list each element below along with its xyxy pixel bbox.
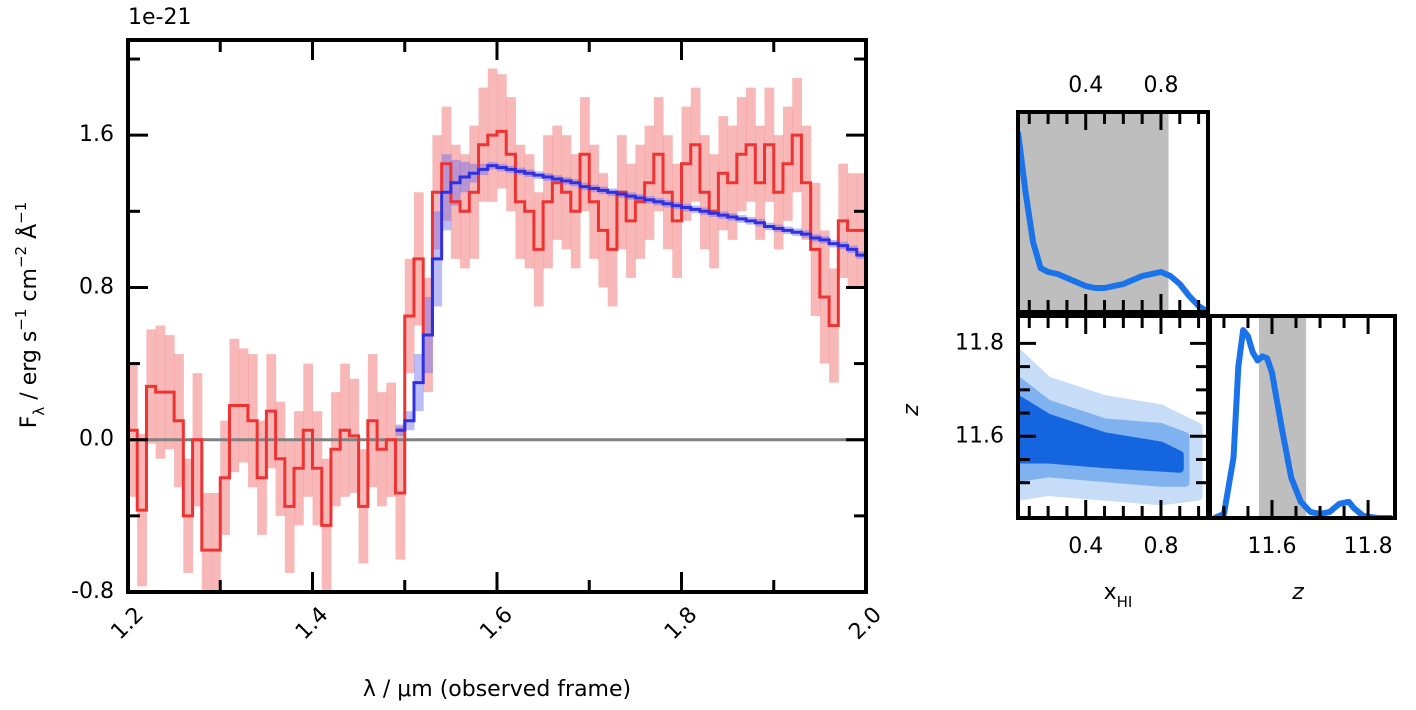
offset-label: 1e-21 <box>128 5 191 30</box>
axis-label-part: −1 <box>12 202 30 224</box>
x-axis-label: λ / μm (observed frame) <box>363 677 631 702</box>
x-axis-label: z <box>1291 580 1304 605</box>
x-tick-label: 0.8 <box>1143 534 1178 559</box>
axis-label-part: Å <box>15 224 42 246</box>
plot-area <box>1018 348 1203 506</box>
y-tick-label: 1.6 <box>79 122 114 147</box>
x-tick-label: 2.0 <box>844 602 886 644</box>
contour-region <box>1018 395 1184 473</box>
plot-area <box>128 68 866 592</box>
axis-label-part: λ <box>30 407 48 416</box>
plot-area <box>1018 112 1208 312</box>
plot-frame <box>1016 110 1210 314</box>
x-tick-label: 0.4 <box>1068 534 1103 559</box>
axis-label-part: −1 <box>12 309 30 331</box>
plot-frame <box>126 38 868 594</box>
y-tick-label: 0.8 <box>79 274 114 299</box>
y-axis-label: z <box>899 404 924 417</box>
axis-label-part: F <box>17 416 42 429</box>
posterior-curve <box>1213 327 1393 518</box>
error-band <box>201 493 212 592</box>
y-tick-label: 0.0 <box>79 427 114 452</box>
step-line <box>128 129 866 552</box>
plot-frame <box>1208 314 1397 520</box>
y-tick-label: 11.6 <box>955 423 1004 448</box>
y-tick-label: -0.8 <box>71 579 114 604</box>
x-tick-label: 11.6 <box>1247 534 1296 559</box>
x-tick-label: 11.8 <box>1344 534 1393 559</box>
axis-label-part: cm <box>17 268 42 309</box>
axis-label: xHI <box>1104 580 1133 611</box>
x-tick-label: 1.6 <box>475 602 517 644</box>
x-tick-label: 1.2 <box>106 602 148 644</box>
axis-label-part: −2 <box>12 246 30 268</box>
x-tick-label: 0.8 <box>1143 73 1178 98</box>
y-tick-label: 11.8 <box>955 330 1004 355</box>
axis-label-part: HI <box>1117 593 1133 611</box>
error-band <box>211 493 221 592</box>
axis-label-part: x <box>1104 580 1117 605</box>
posterior-curve <box>1018 131 1208 312</box>
axis-label: Fλ / erg s−1 cm−2 Å−1 <box>12 202 48 429</box>
credible-interval <box>1018 112 1169 312</box>
plot-area <box>1213 316 1393 518</box>
axis-label-part: / erg s <box>17 331 42 407</box>
x-tick-label: 0.4 <box>1068 73 1103 98</box>
x-tick-label: 1.4 <box>291 602 333 644</box>
step-line <box>395 164 866 432</box>
x-tick-label: 1.8 <box>660 602 702 644</box>
